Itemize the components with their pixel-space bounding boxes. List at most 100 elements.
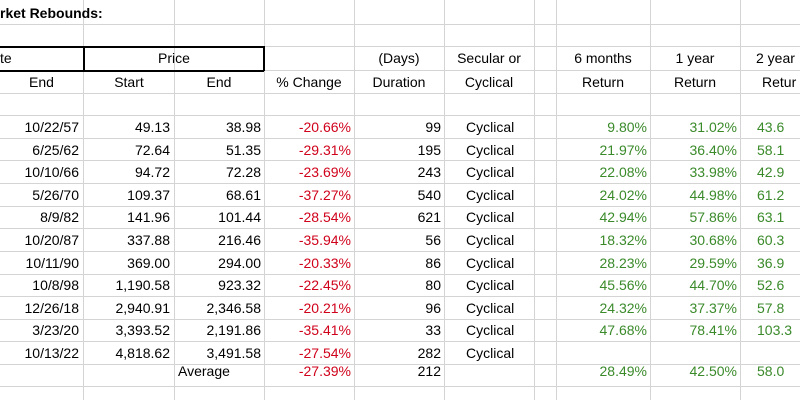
cell-end-price[interactable]: 216.46 xyxy=(218,232,261,248)
cell-return-2y[interactable]: 103.3 xyxy=(757,322,793,338)
cell-end-date[interactable]: 10/20/87 xyxy=(24,232,80,248)
cell-type[interactable]: Cyclical xyxy=(466,300,515,316)
cell-end-price[interactable]: 51.35 xyxy=(225,142,261,158)
cell-duration[interactable]: 86 xyxy=(425,255,441,271)
cell-return-1y[interactable]: 29.59% xyxy=(689,255,737,271)
cell-end-date[interactable]: 10/22/57 xyxy=(24,119,80,135)
cell-start-price[interactable]: 1,190.58 xyxy=(115,277,171,293)
cell-return-2y[interactable]: 58.1 xyxy=(757,142,785,158)
cell-pct-change[interactable]: -29.31% xyxy=(298,142,351,158)
cell-pct-change[interactable]: -28.54% xyxy=(298,209,351,225)
cell-pct-change[interactable]: -22.45% xyxy=(298,277,351,293)
cell-return-6m[interactable]: 22.08% xyxy=(599,164,647,180)
cell-duration[interactable]: 621 xyxy=(417,209,441,225)
cell-end-price[interactable]: 68.61 xyxy=(225,187,261,203)
header-days: (Days) xyxy=(378,50,420,66)
cell-duration[interactable]: 96 xyxy=(425,300,441,316)
cell-type[interactable]: Cyclical xyxy=(466,322,515,338)
cell-end-date[interactable]: 10/10/66 xyxy=(24,164,80,180)
cell-end-price[interactable]: 72.28 xyxy=(225,164,261,180)
cell-end-date[interactable]: 8/9/82 xyxy=(40,209,79,225)
cell-end-price[interactable]: 2,191.86 xyxy=(206,322,262,338)
cell-return-1y[interactable]: 44.70% xyxy=(689,277,737,293)
cell-return-2y[interactable]: 63.1 xyxy=(757,209,785,225)
cell-start-price[interactable]: 369.00 xyxy=(127,255,170,271)
cell-start-price[interactable]: 49.13 xyxy=(134,119,170,135)
cell-pct-change[interactable]: -35.41% xyxy=(298,322,351,338)
cell-return-1y[interactable]: 31.02% xyxy=(689,119,737,135)
cell-end-date[interactable]: 10/13/22 xyxy=(24,345,80,361)
cell-return-1y[interactable]: 36.40% xyxy=(689,142,737,158)
cell-return-2y[interactable]: 42.9 xyxy=(757,164,785,180)
cell-return-1y[interactable]: 37.37% xyxy=(689,300,737,316)
cell-return-6m[interactable]: 24.32% xyxy=(599,300,647,316)
cell-end-price[interactable]: 2,346.58 xyxy=(206,300,262,316)
cell-duration[interactable]: 99 xyxy=(425,119,441,135)
cell-return-2y[interactable]: 36.9 xyxy=(757,255,785,271)
cell-return-1y[interactable]: 57.86% xyxy=(689,209,737,225)
cell-return-2y[interactable]: 43.6 xyxy=(757,119,785,135)
cell-type[interactable]: Cyclical xyxy=(466,277,515,293)
cell-return-6m[interactable]: 45.56% xyxy=(599,277,647,293)
cell-end-date[interactable]: 6/25/62 xyxy=(32,142,79,158)
cell-return-6m[interactable]: 28.23% xyxy=(599,255,647,271)
cell-duration[interactable]: 33 xyxy=(425,322,441,338)
cell-return-1y[interactable]: 78.41% xyxy=(689,322,737,338)
cell-return-6m[interactable]: 21.97% xyxy=(599,142,647,158)
cell-end-price[interactable]: 294.00 xyxy=(218,255,261,271)
cell-return-2y[interactable]: 57.8 xyxy=(757,300,785,316)
cell-start-price[interactable]: 109.37 xyxy=(127,187,170,203)
cell-type[interactable]: Cyclical xyxy=(466,345,515,361)
cell-end-date[interactable]: 5/26/70 xyxy=(32,187,79,203)
cell-return-2y[interactable]: 61.2 xyxy=(757,187,785,203)
cell-return-1y[interactable]: 33.98% xyxy=(689,164,737,180)
cell-end-date[interactable]: 3/23/20 xyxy=(32,322,79,338)
cell-start-price[interactable]: 72.64 xyxy=(134,142,170,158)
cell-duration[interactable]: 243 xyxy=(417,164,441,180)
cell-start-price[interactable]: 2,940.91 xyxy=(115,300,171,316)
cell-return-6m[interactable]: 18.32% xyxy=(599,232,647,248)
cell-return-2y[interactable]: 52.6 xyxy=(757,277,785,293)
cell-start-price[interactable]: 3,393.52 xyxy=(115,322,171,338)
grid-line xyxy=(83,0,84,400)
cell-return-6m[interactable]: 24.02% xyxy=(599,187,647,203)
cell-return-6m[interactable]: 42.94% xyxy=(599,209,647,225)
cell-pct-change[interactable]: -20.21% xyxy=(298,300,351,316)
header-1-year: 1 year xyxy=(675,50,715,66)
cell-start-price[interactable]: 141.96 xyxy=(127,209,170,225)
cell-duration[interactable]: 282 xyxy=(417,345,441,361)
cell-return-2y[interactable]: 60.3 xyxy=(757,232,785,248)
cell-type[interactable]: Cyclical xyxy=(466,164,515,180)
cell-end-price[interactable]: 3,491.58 xyxy=(206,345,262,361)
cell-duration[interactable]: 195 xyxy=(417,142,441,158)
cell-pct-change[interactable]: -20.33% xyxy=(298,255,351,271)
cell-start-price[interactable]: 94.72 xyxy=(134,164,170,180)
cell-end-price[interactable]: 38.98 xyxy=(225,119,261,135)
cell-start-price[interactable]: 337.88 xyxy=(127,232,170,248)
cell-end-date[interactable]: 10/11/90 xyxy=(25,255,79,271)
cell-duration[interactable]: 540 xyxy=(417,187,441,203)
cell-return-1y[interactable]: 30.68% xyxy=(689,232,737,248)
cell-type[interactable]: Cyclical xyxy=(466,232,515,248)
cell-end-date[interactable]: 10/8/98 xyxy=(32,277,79,293)
cell-duration[interactable]: 56 xyxy=(425,232,441,248)
cell-return-1y[interactable]: 44.98% xyxy=(689,187,737,203)
cell-type[interactable]: Cyclical xyxy=(466,187,515,203)
cell-pct-change[interactable]: -20.66% xyxy=(298,119,351,135)
cell-start-price[interactable]: 4,818.62 xyxy=(115,345,171,361)
cell-end-price[interactable]: 101.44 xyxy=(218,209,261,225)
cell-type[interactable]: Cyclical xyxy=(466,142,515,158)
cell-type[interactable]: Cyclical xyxy=(466,255,515,271)
cell-pct-change[interactable]: -35.94% xyxy=(298,232,351,248)
cell-pct-change[interactable]: -23.69% xyxy=(298,164,351,180)
cell-pct-change[interactable]: -27.54% xyxy=(298,345,351,361)
cell-return-6m[interactable]: 9.80% xyxy=(607,119,647,135)
cell-end-price[interactable]: 923.32 xyxy=(218,277,261,293)
cell-return-6m[interactable]: 47.68% xyxy=(599,322,647,338)
cell-duration[interactable]: 80 xyxy=(425,277,441,293)
cell-pct-change[interactable]: -37.27% xyxy=(298,187,351,203)
cell-end-date[interactable]: 12/26/18 xyxy=(24,300,80,316)
cell-type[interactable]: Cyclical xyxy=(466,209,515,225)
cell-type[interactable]: Cyclical xyxy=(466,119,515,135)
